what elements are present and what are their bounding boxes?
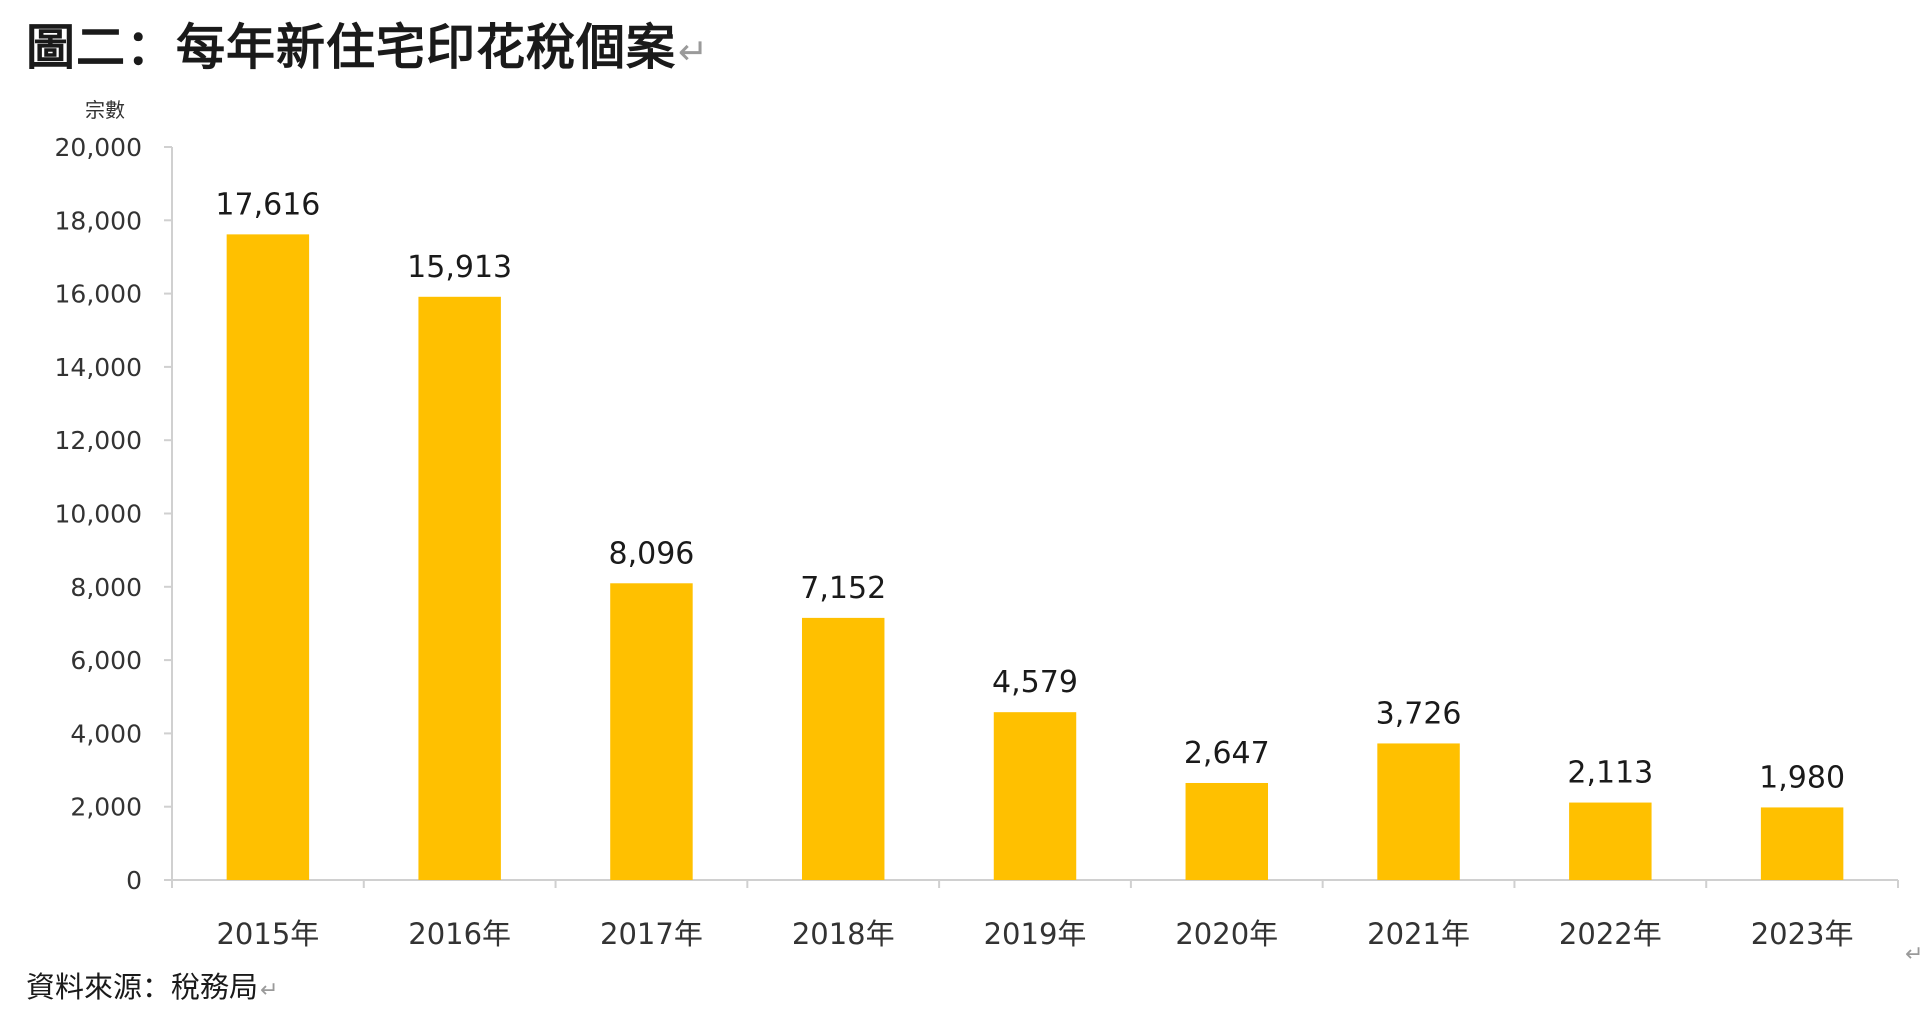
bar	[226, 234, 310, 880]
data-label: 2,113	[1567, 756, 1653, 791]
category-label: 2020年	[1175, 917, 1278, 951]
category-label: 2023年	[1751, 917, 1854, 951]
category-label: 2016年	[408, 917, 511, 951]
y-tick-label: 4,000	[70, 719, 142, 748]
y-tick-label: 2,000	[70, 793, 142, 822]
bar	[993, 712, 1077, 880]
data-label: 15,913	[407, 250, 512, 285]
category-label: 2017年	[600, 917, 703, 951]
bar	[1760, 807, 1844, 880]
y-tick-label: 0	[126, 866, 142, 895]
data-label: 17,616	[215, 187, 320, 222]
y-tick-label: 20,000	[55, 133, 142, 162]
y-tick-label: 6,000	[70, 646, 142, 675]
category-label: 2018年	[792, 917, 895, 951]
figure-title-text: 圖二：每年新住宅印花稅個案	[26, 19, 677, 76]
bar	[801, 617, 885, 880]
category-label: 2022年	[1559, 917, 1662, 951]
paragraph-mark-icon: ↵	[678, 32, 710, 73]
bar	[610, 583, 693, 880]
bar-series	[226, 234, 1844, 880]
data-label: 4,579	[992, 665, 1078, 700]
data-label: 2,647	[1184, 736, 1270, 771]
data-label: 8,096	[608, 536, 694, 571]
y-tick-label: 14,000	[55, 353, 142, 382]
figure-title: 圖二：每年新住宅印花稅個案↵	[26, 8, 709, 93]
paragraph-mark-icon: ↵	[1905, 942, 1920, 967]
y-tick-label: 12,000	[55, 426, 142, 455]
category-label: 2019年	[984, 917, 1087, 951]
bar	[1569, 802, 1652, 880]
bar	[1377, 743, 1460, 880]
y-axis-label: 宗數	[85, 98, 125, 122]
data-label: 3,726	[1376, 696, 1462, 731]
y-tick-label: 18,000	[55, 206, 142, 235]
paragraph-mark-icon: ↵	[260, 978, 279, 1003]
source-note: 資料來源：稅務局↵	[26, 962, 278, 1016]
data-label: 1,980	[1759, 760, 1845, 795]
data-label: 7,152	[800, 571, 886, 606]
y-tick-label: 8,000	[70, 573, 142, 602]
category-labels: 2015年 2016年 2017年 2018年 2019年 2020年 2021年 2022年…	[216, 917, 1853, 951]
bar	[1185, 782, 1269, 880]
y-tick-label: 10,000	[55, 500, 142, 529]
y-axis: 0 2,000 4,000 6,000 8,000 10,000 12,000 14,000 1…	[55, 133, 173, 895]
y-tick-label: 16,000	[55, 280, 142, 309]
source-text: 資料來源：稅務局	[26, 970, 259, 1004]
x-axis	[171, 879, 1899, 888]
bar-chart: 宗數 0 2,000 4,000 6,000 8,000 10,000 12,000 14,0…	[55, 98, 1899, 951]
bar	[418, 296, 501, 880]
data-labels: 17,616 15,913 8,096 7,152 4,579 2,647 3,726 2,1…	[215, 187, 1845, 795]
category-label: 2015年	[216, 917, 319, 951]
category-label: 2021年	[1367, 917, 1470, 951]
